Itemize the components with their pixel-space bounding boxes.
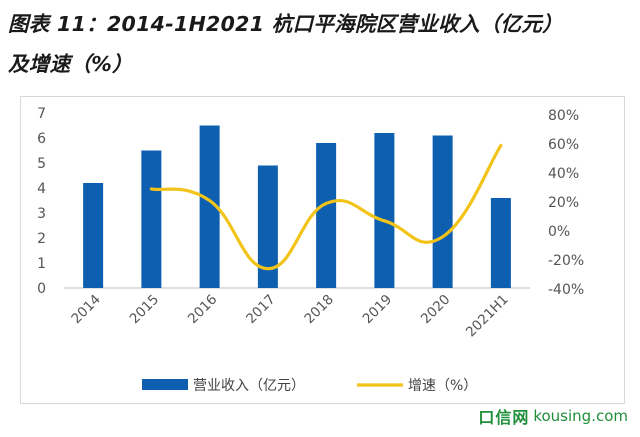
- right-axis-tick-label: -40%: [548, 282, 584, 298]
- revenue-bar: [257, 165, 278, 288]
- category-label: 2015: [127, 292, 163, 328]
- chart-title: 图表 11：2014-1H2021 杭口平海院区营业收入（亿元） 及增速（%）: [8, 4, 632, 84]
- left-axis-tick-label: 1: [37, 256, 46, 272]
- growth-line: [149, 143, 503, 271]
- revenue-bar: [432, 135, 453, 288]
- category-label: 2021H1: [463, 292, 512, 341]
- right-axis-tick-label: 60%: [548, 137, 579, 153]
- revenue-bar: [199, 125, 220, 288]
- left-axis-tick-label: 4: [37, 181, 46, 197]
- watermark-logo: 口信网: [478, 408, 530, 427]
- right-axis-tick-label: 20%: [548, 195, 579, 211]
- revenue-bar: [83, 183, 104, 288]
- left-axis-tick-label: 0: [37, 281, 46, 297]
- legend-swatch-revenue: [142, 379, 188, 390]
- category-label: 2017: [243, 292, 279, 328]
- watermark-site: kousing.com: [533, 407, 628, 425]
- chart-title-line-1: 图表 11：2014-1H2021 杭口平海院区营业收入（亿元）: [8, 12, 563, 36]
- legend-label-growth: 增速（%）: [408, 378, 477, 394]
- right-axis-tick-label: 0%: [548, 224, 570, 240]
- left-axis-tick-label: 6: [37, 131, 46, 147]
- chart-title-line-2: 及增速（%）: [8, 52, 133, 76]
- category-label: 2014: [68, 292, 104, 328]
- legend-label-revenue: 营业收入（亿元）: [193, 378, 305, 394]
- revenue-bar: [374, 133, 395, 288]
- category-label: 2019: [360, 292, 396, 328]
- category-label: 2016: [185, 292, 221, 328]
- left-axis-tick-label: 7: [37, 106, 46, 122]
- revenue-bar: [141, 150, 162, 288]
- right-axis-tick-label: 40%: [548, 166, 579, 182]
- right-axis-tick-label: -20%: [548, 253, 584, 269]
- category-label: 2018: [301, 292, 337, 328]
- left-axis-tick-label: 5: [37, 156, 46, 172]
- right-axis-tick-label: 80%: [548, 108, 579, 124]
- category-label: 2020: [418, 292, 454, 328]
- revenue-bar: [490, 198, 511, 288]
- left-axis-tick-label: 3: [37, 206, 46, 222]
- left-axis-tick-label: 2: [37, 231, 46, 247]
- revenue-bar: [316, 143, 337, 288]
- watermark: 口信网 kousing.com: [478, 405, 628, 427]
